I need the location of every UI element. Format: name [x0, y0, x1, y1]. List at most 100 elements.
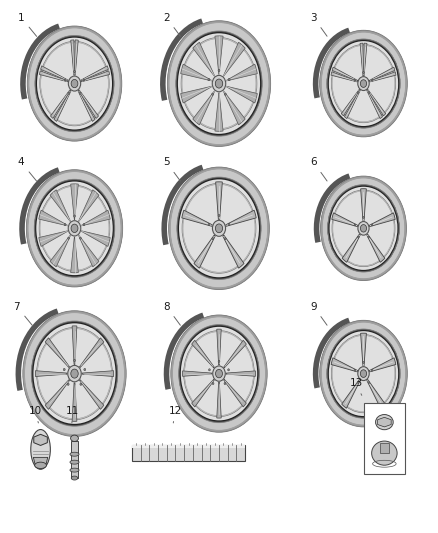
Polygon shape: [193, 91, 215, 125]
Ellipse shape: [218, 69, 220, 71]
Ellipse shape: [212, 238, 214, 240]
Polygon shape: [342, 234, 360, 262]
Polygon shape: [41, 66, 68, 81]
Polygon shape: [35, 370, 67, 376]
Polygon shape: [217, 382, 221, 418]
Ellipse shape: [31, 430, 50, 470]
Ellipse shape: [212, 75, 226, 92]
Polygon shape: [79, 90, 99, 118]
Polygon shape: [331, 72, 357, 82]
Ellipse shape: [169, 167, 269, 289]
Polygon shape: [370, 72, 396, 82]
Polygon shape: [50, 235, 71, 267]
Ellipse shape: [23, 311, 126, 436]
Ellipse shape: [354, 224, 356, 226]
Text: 9: 9: [311, 302, 327, 325]
Polygon shape: [72, 383, 77, 421]
Polygon shape: [367, 234, 385, 262]
Polygon shape: [80, 338, 104, 367]
Ellipse shape: [35, 462, 46, 469]
Ellipse shape: [68, 92, 70, 94]
Ellipse shape: [68, 221, 81, 236]
Ellipse shape: [354, 369, 356, 371]
Polygon shape: [39, 210, 68, 226]
Ellipse shape: [215, 369, 223, 378]
Polygon shape: [341, 90, 360, 116]
Text: 13: 13: [350, 378, 363, 395]
Ellipse shape: [212, 220, 226, 236]
Polygon shape: [364, 43, 367, 76]
Polygon shape: [72, 326, 77, 365]
Ellipse shape: [70, 452, 79, 456]
Polygon shape: [78, 235, 99, 267]
Ellipse shape: [83, 223, 85, 225]
Polygon shape: [226, 64, 257, 81]
Ellipse shape: [64, 79, 66, 81]
Polygon shape: [71, 40, 74, 75]
Polygon shape: [194, 235, 215, 268]
Ellipse shape: [71, 224, 78, 232]
Ellipse shape: [321, 176, 406, 280]
FancyBboxPatch shape: [364, 403, 405, 474]
Ellipse shape: [328, 185, 399, 271]
Ellipse shape: [328, 40, 399, 127]
Polygon shape: [74, 40, 78, 75]
Ellipse shape: [360, 370, 367, 377]
Polygon shape: [81, 231, 110, 246]
Ellipse shape: [320, 30, 407, 136]
Ellipse shape: [70, 460, 79, 464]
Polygon shape: [223, 235, 244, 268]
Text: 10: 10: [28, 406, 42, 423]
Ellipse shape: [70, 468, 79, 472]
Ellipse shape: [74, 70, 75, 72]
Bar: [380, 443, 389, 453]
Text: 12: 12: [169, 406, 182, 423]
Polygon shape: [45, 338, 70, 367]
Polygon shape: [332, 213, 358, 227]
Polygon shape: [39, 71, 68, 82]
Ellipse shape: [215, 79, 223, 88]
Polygon shape: [226, 210, 256, 227]
Ellipse shape: [358, 367, 369, 381]
Polygon shape: [50, 90, 71, 118]
Ellipse shape: [71, 79, 78, 88]
Ellipse shape: [371, 79, 373, 81]
Ellipse shape: [68, 237, 70, 239]
Ellipse shape: [68, 366, 81, 382]
Ellipse shape: [80, 383, 82, 385]
Polygon shape: [369, 67, 395, 81]
Polygon shape: [223, 42, 245, 76]
Ellipse shape: [357, 236, 359, 238]
Ellipse shape: [64, 223, 66, 225]
Ellipse shape: [375, 415, 393, 430]
Ellipse shape: [208, 369, 210, 371]
Ellipse shape: [178, 179, 260, 278]
Polygon shape: [192, 379, 214, 407]
Polygon shape: [34, 434, 47, 446]
Ellipse shape: [215, 224, 223, 233]
Polygon shape: [332, 67, 357, 81]
Ellipse shape: [354, 79, 356, 81]
Polygon shape: [82, 370, 114, 376]
Ellipse shape: [363, 361, 364, 364]
Ellipse shape: [71, 369, 78, 378]
Polygon shape: [181, 86, 212, 103]
Ellipse shape: [358, 222, 369, 235]
Ellipse shape: [212, 93, 214, 95]
Ellipse shape: [79, 92, 81, 94]
Text: 8: 8: [163, 302, 180, 325]
Polygon shape: [224, 379, 246, 407]
Polygon shape: [369, 358, 396, 372]
Polygon shape: [331, 358, 357, 372]
Text: 6: 6: [311, 157, 327, 181]
Ellipse shape: [74, 359, 75, 361]
Polygon shape: [78, 91, 95, 122]
Polygon shape: [54, 91, 71, 122]
Polygon shape: [81, 210, 110, 226]
Ellipse shape: [357, 382, 359, 384]
Ellipse shape: [363, 216, 364, 219]
Polygon shape: [193, 42, 215, 76]
Polygon shape: [192, 340, 214, 368]
Text: 2: 2: [163, 13, 180, 36]
Polygon shape: [181, 64, 212, 81]
